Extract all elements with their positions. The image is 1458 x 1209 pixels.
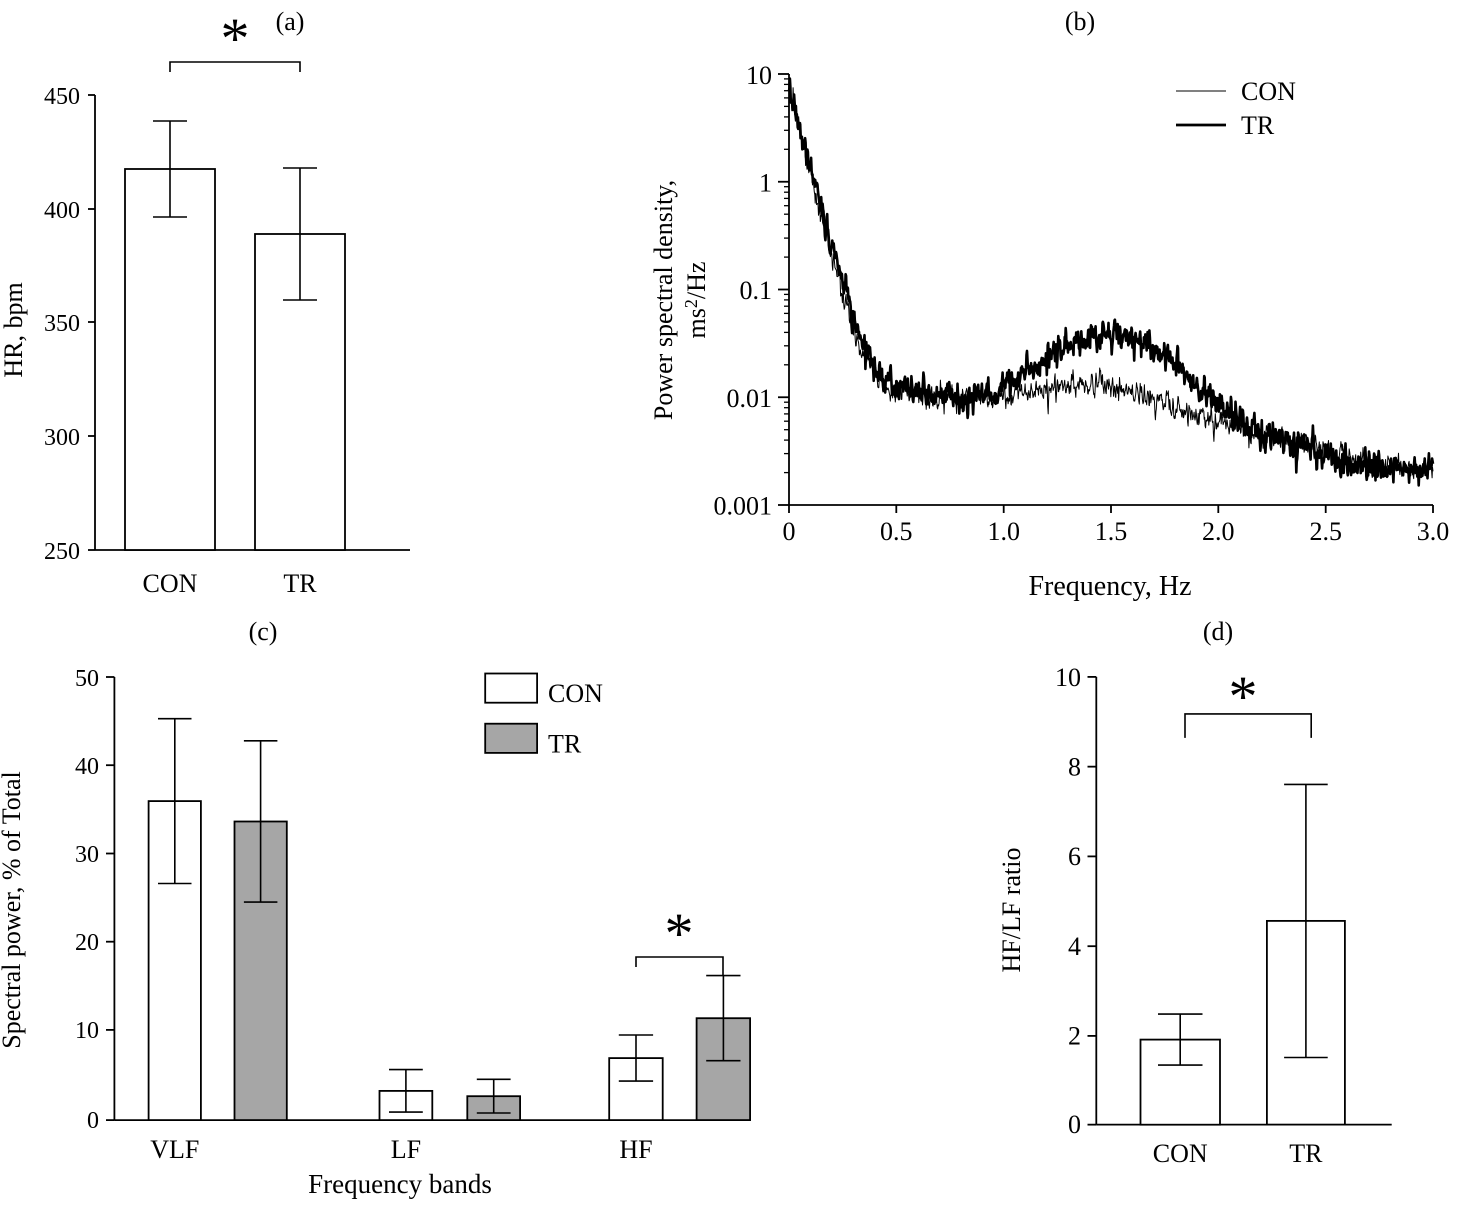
svg-text:8: 8	[1068, 753, 1081, 782]
svg-text:2.5: 2.5	[1309, 517, 1342, 546]
svg-text:0: 0	[87, 1108, 99, 1134]
svg-text:300: 300	[44, 425, 80, 451]
svg-text:LF: LF	[391, 1135, 421, 1164]
svg-text:Frequency bands: Frequency bands	[308, 1169, 492, 1199]
svg-text:CON: CON	[1153, 1139, 1208, 1168]
svg-text:Frequency, Hz: Frequency, Hz	[1028, 571, 1191, 602]
svg-text:HF/LF ratio: HF/LF ratio	[997, 848, 1026, 973]
svg-text:1.5: 1.5	[1095, 517, 1128, 546]
svg-text:TR: TR	[548, 730, 582, 759]
svg-text:1.0: 1.0	[987, 517, 1020, 546]
svg-text:*: *	[1229, 664, 1258, 729]
svg-text:250: 250	[44, 539, 80, 565]
svg-text:(b): (b)	[1065, 7, 1095, 36]
svg-text:10: 10	[746, 61, 772, 90]
svg-text:0.01: 0.01	[727, 384, 773, 413]
svg-text:3.0: 3.0	[1417, 517, 1450, 546]
svg-text:50: 50	[75, 666, 99, 692]
svg-text:20: 20	[75, 930, 99, 956]
svg-text:4: 4	[1068, 932, 1081, 961]
svg-text:450: 450	[44, 84, 80, 110]
svg-text:Power spectral density,: Power spectral density,	[649, 180, 678, 420]
svg-text:Spectral power, % of Total: Spectral power, % of Total	[0, 771, 26, 1049]
svg-text:2: 2	[1068, 1022, 1081, 1051]
svg-text:10: 10	[1055, 663, 1081, 692]
svg-text:CON: CON	[143, 569, 198, 598]
svg-text:HR, bpm: HR, bpm	[0, 282, 28, 377]
svg-text:0.5: 0.5	[880, 517, 913, 546]
svg-text:(c): (c)	[249, 617, 278, 646]
svg-text:6: 6	[1068, 842, 1081, 871]
svg-text:TR: TR	[1289, 1139, 1323, 1168]
svg-text:TR: TR	[1241, 111, 1275, 140]
svg-text:350: 350	[44, 311, 80, 337]
svg-text:(a): (a)	[276, 7, 305, 36]
svg-text:0.001: 0.001	[714, 492, 773, 521]
svg-text:(d): (d)	[1203, 617, 1233, 646]
svg-text:2.0: 2.0	[1202, 517, 1235, 546]
svg-text:10: 10	[75, 1018, 99, 1044]
svg-text:ms2/Hz: ms2/Hz	[681, 262, 711, 339]
svg-text:TR: TR	[283, 569, 317, 598]
svg-text:*: *	[221, 6, 250, 71]
svg-text:VLF: VLF	[150, 1135, 199, 1164]
svg-text:CON: CON	[1241, 77, 1296, 106]
svg-text:400: 400	[44, 198, 80, 224]
svg-text:40: 40	[75, 754, 99, 780]
svg-text:30: 30	[75, 842, 99, 868]
svg-text:0.1: 0.1	[740, 276, 773, 305]
svg-text:1: 1	[759, 169, 772, 198]
svg-text:HF: HF	[619, 1135, 652, 1164]
svg-text:0: 0	[1068, 1110, 1081, 1139]
svg-text:CON: CON	[548, 679, 603, 708]
svg-text:0: 0	[783, 517, 796, 546]
